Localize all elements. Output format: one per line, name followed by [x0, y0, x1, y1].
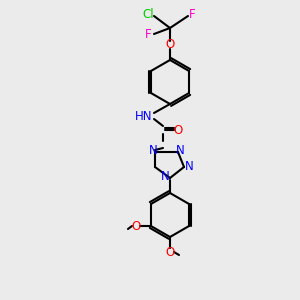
Text: N: N — [176, 143, 184, 157]
Text: N: N — [148, 143, 158, 157]
Text: Cl: Cl — [142, 8, 154, 22]
Text: HN: HN — [134, 110, 152, 122]
Text: F: F — [145, 28, 151, 41]
Text: O: O — [131, 220, 141, 232]
Text: N: N — [160, 169, 169, 182]
Text: F: F — [189, 8, 195, 22]
Text: O: O — [173, 124, 183, 136]
Text: O: O — [165, 38, 175, 52]
Text: O: O — [165, 245, 175, 259]
Text: N: N — [184, 160, 194, 173]
